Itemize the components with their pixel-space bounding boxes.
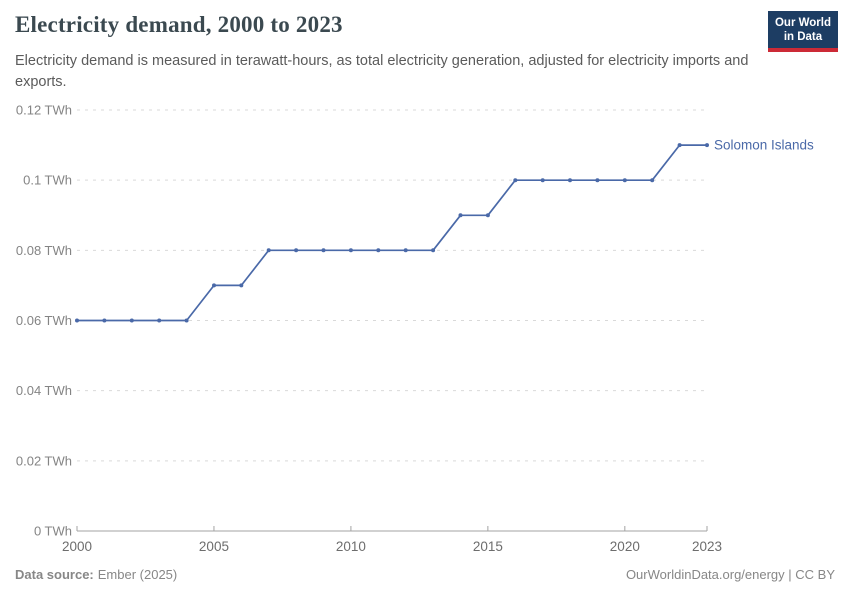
data-point xyxy=(650,178,655,183)
owid-logo-line2: in Data xyxy=(783,30,823,43)
chart-footer: Data source: Ember (2025) OurWorldinData.… xyxy=(15,567,835,582)
x-axis-label: 2010 xyxy=(336,539,366,554)
y-axis-label: 0.12 TWh xyxy=(16,103,72,118)
x-axis-label: 2020 xyxy=(610,539,640,554)
y-axis-label: 0.08 TWh xyxy=(16,243,72,258)
data-point xyxy=(705,143,709,148)
data-point xyxy=(458,213,463,218)
y-axis-label: 0.1 TWh xyxy=(23,173,72,188)
x-axis-label: 2000 xyxy=(62,539,92,554)
data-point xyxy=(622,178,627,183)
data-point xyxy=(485,213,490,218)
x-axis-label: 2005 xyxy=(199,539,229,554)
data-point xyxy=(431,248,436,253)
data-point xyxy=(184,318,189,323)
y-axis-label: 0.02 TWh xyxy=(16,453,72,468)
line-chart: 0 TWh 0.02 TWh 0.04 TWh 0.06 TWh 0.08 TWh 0.1… xyxy=(16,103,814,555)
license-credit: OurWorldinData.org/energy | CC BY xyxy=(625,567,835,582)
data-point xyxy=(513,178,518,183)
y-axis-label: 0.06 TWh xyxy=(16,313,72,328)
data-point xyxy=(239,283,244,288)
data-point xyxy=(75,318,79,323)
data-point xyxy=(294,248,299,253)
data-source-label: Data source: xyxy=(15,567,94,582)
y-axis-label: 0 TWh xyxy=(34,524,72,539)
data-point xyxy=(348,248,353,253)
data-point xyxy=(677,143,682,148)
x-axis-label: 2023 xyxy=(692,539,722,554)
data-source-value: Ember (2025) xyxy=(97,567,178,582)
data-point xyxy=(376,248,381,253)
x-axis-label: 2015 xyxy=(473,539,503,554)
data-point xyxy=(157,318,162,323)
owid-logo-line1: Our World xyxy=(774,17,831,29)
data-point xyxy=(212,283,216,288)
data-point xyxy=(266,248,271,253)
page-title: Electricity demand, 2000 to 2023 xyxy=(15,12,343,37)
chart-subtitle: Electricity demand is measured in terawa… xyxy=(15,53,749,91)
data-point xyxy=(102,318,107,323)
series-label: Solomon Islands xyxy=(714,138,814,153)
data-point xyxy=(321,248,326,253)
data-point xyxy=(568,178,572,183)
y-axis-label: 0.04 TWh xyxy=(16,383,72,398)
owid-logo: Our World in Data xyxy=(767,11,838,53)
data-source: Data source: Ember (2025) xyxy=(15,567,177,582)
data-point xyxy=(403,248,408,253)
data-point xyxy=(129,318,134,323)
data-point xyxy=(540,178,545,183)
data-point xyxy=(595,178,600,183)
data-line xyxy=(76,144,708,322)
